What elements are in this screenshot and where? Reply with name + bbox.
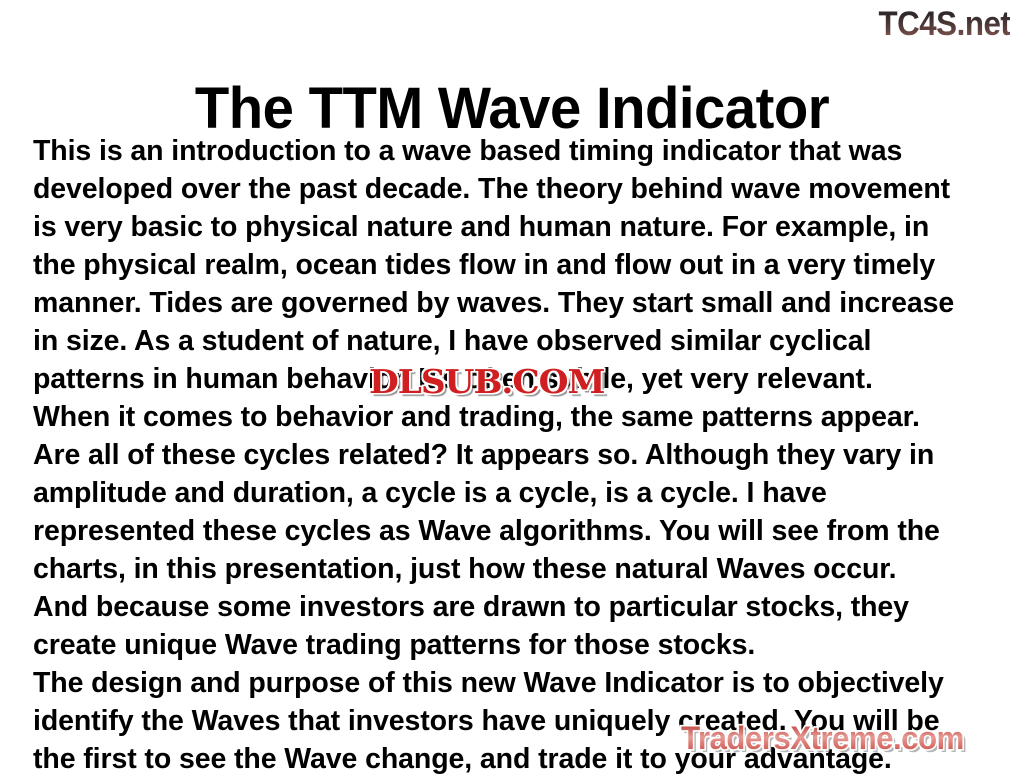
tradersxtreme-brand-logo: TradersXtreme.com TradersXtreme.com Trad… [679, 718, 967, 761]
body-line: identify the Waves that investors have u… [33, 705, 940, 737]
tradersxtreme-logo-shadow: TradersXtreme.com [684, 721, 967, 761]
body-text: This is an introduction to a wave based … [33, 132, 993, 778]
body-line: amplitude and duration, a cycle is a cyc… [33, 477, 827, 509]
body-line: patterns in human behavior. It’s often s… [33, 363, 873, 395]
body-line: Are all of these cycles related? It appe… [33, 439, 935, 471]
body-line: in size. As a student of nature, I have … [33, 325, 872, 357]
body-line: is very basic to physical nature and hum… [33, 211, 930, 243]
body-line: The design and purpose of this new Wave … [33, 667, 944, 699]
tradersxtreme-logo-outline: TradersXtreme.com [679, 718, 966, 758]
tradersxtreme-logo-fill: TradersXtreme.com [681, 720, 964, 756]
body-line: manner. Tides are governed by waves. The… [33, 287, 955, 319]
body-line: And because some investors are drawn to … [33, 591, 909, 623]
body-line: This is an introduction to a wave based … [33, 135, 903, 167]
body-line: the physical realm, ocean tides flow in … [33, 249, 936, 281]
dlsub-watermark: DLSUB.COM [369, 362, 605, 401]
body-line: developed over the past decade. The theo… [33, 173, 951, 205]
body-line: represented these cycles as Wave algorit… [33, 515, 940, 547]
body-line: When it comes to behavior and trading, t… [33, 401, 920, 433]
body-line: charts, in this presentation, just how t… [33, 553, 897, 585]
page-title: The TTM Wave Indicator [194, 75, 830, 141]
body-line: create unique Wave trading patterns for … [33, 629, 756, 661]
tc4s-brand-logo: TC4S.net [878, 2, 1010, 46]
